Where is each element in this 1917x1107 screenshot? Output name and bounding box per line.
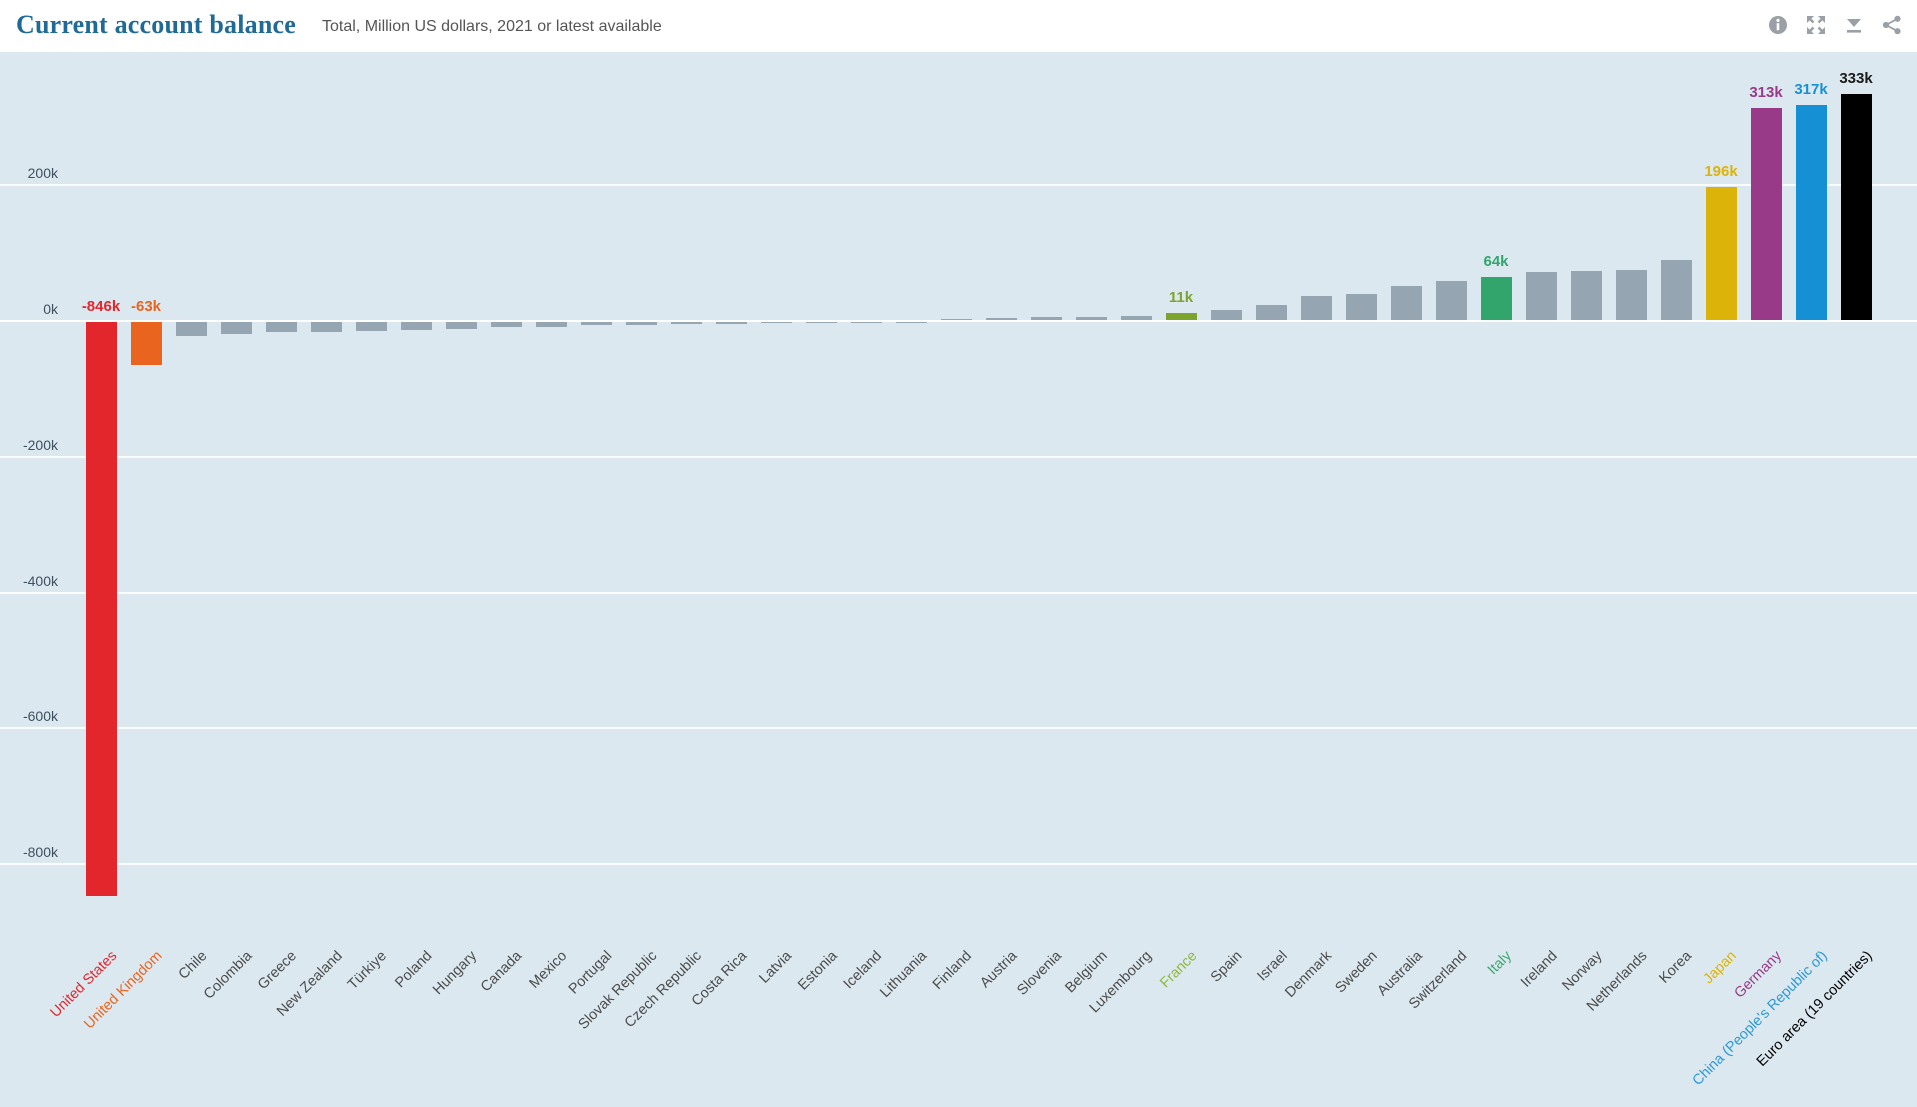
x-axis-label: Iceland [840,948,886,993]
bar-australia[interactable] [1391,286,1422,320]
y-axis-tick-label: 200k [27,165,58,181]
bar-lithuania[interactable] [896,322,927,323]
x-axis-label: Spain [1207,948,1246,986]
bar-value-label: -63k [130,298,162,315]
bar-finland[interactable] [941,319,972,320]
bar-portugal[interactable] [581,322,612,325]
x-axis-label: Slovenia [1014,948,1066,999]
y-axis-tick-label: 0k [43,301,58,317]
bar-israel[interactable] [1256,305,1287,320]
bar-iceland[interactable] [851,322,882,323]
x-axis-label: Japan [1701,948,1741,988]
download-icon[interactable] [1843,14,1865,36]
bar-new-zealand[interactable] [311,322,342,332]
bar-france[interactable] [1166,313,1197,320]
chart-toolbar [1767,14,1903,36]
x-axis-label: Mexico [526,948,571,992]
x-axis-label: Finland [930,948,976,993]
bar-estonia[interactable] [806,322,837,323]
y-axis-tick-label: -600k [22,708,58,724]
gridline [0,184,1917,186]
x-axis-label: Hungary [430,948,481,999]
info-icon[interactable] [1767,14,1789,36]
bar-slovenia[interactable] [1031,317,1062,320]
bar-china-people-s-republic-of[interactable] [1796,105,1827,320]
fullscreen-icon[interactable] [1805,14,1827,36]
bar-canada[interactable] [491,322,522,327]
bar-united-kingdom[interactable] [131,322,162,365]
x-axis-label: Türkiye [345,948,391,993]
bar-denmark[interactable] [1301,296,1332,320]
x-axis-label: Chile [175,948,211,983]
bar-chile[interactable] [176,322,207,336]
bar-value-label: 313k [1749,84,1783,101]
x-axis-label: Austria [977,948,1021,992]
x-axis-label: Korea [1656,948,1696,987]
share-icon[interactable] [1881,14,1903,36]
bar-value-label: 317k [1794,81,1828,98]
bar-mexico[interactable] [536,322,567,327]
bar-value-label: 64k [1483,253,1509,270]
bar-hungary[interactable] [446,322,477,329]
bar-t-rkiye[interactable] [356,322,387,331]
bar-united-states[interactable] [86,322,117,896]
bar-spain[interactable] [1211,310,1242,320]
bar-luxembourg[interactable] [1121,316,1152,320]
bar-switzerland[interactable] [1436,281,1467,320]
bar-slovak-republic[interactable] [626,322,657,325]
bar-netherlands[interactable] [1616,270,1647,320]
bar-greece[interactable] [266,322,297,332]
x-axis-label: Israel [1253,948,1291,985]
bar-japan[interactable] [1706,187,1737,320]
bar-value-label: 196k [1704,163,1738,180]
bar-value-label: 333k [1839,70,1873,87]
gridline [0,456,1917,458]
x-axis-label: Latvia [756,948,796,987]
bar-germany[interactable] [1751,108,1782,320]
y-axis-tick-label: -400k [22,573,58,589]
x-axis-label: Sweden [1331,948,1381,997]
bar-colombia[interactable] [221,322,252,334]
gridline [0,592,1917,594]
x-axis-label: Slovak Republic [575,948,661,1033]
page-title: Current account balance [16,10,296,39]
x-axis-label: Greece [255,948,301,993]
gridline [0,863,1917,865]
bar-chart-plot-area: 200k 0k -200k -400k -600k -800k -846k United St… [0,52,1917,1107]
bar-sweden[interactable] [1346,294,1377,320]
bar-value-label: -846k [81,298,121,315]
y-axis-tick-label: -200k [22,437,58,453]
y-axis-tick-label: -800k [22,844,58,860]
bar-italy[interactable] [1481,277,1512,320]
bar-belgium[interactable] [1076,317,1107,320]
x-axis-label: Canada [478,948,526,996]
x-axis-label: Poland [392,948,436,992]
x-axis-label: Colombia [200,948,256,1003]
x-axis-label: Italy [1485,948,1516,979]
x-axis-label: Estonia [794,948,841,994]
bar-euro-area-19-countries[interactable] [1841,94,1872,320]
bar-czech-republic[interactable] [671,322,702,324]
chart-subtitle: Total, Million US dollars, 2021 or lates… [322,18,662,35]
x-axis-label: France [1157,948,1201,992]
bar-value-label: 11k [1168,289,1194,306]
bar-ireland[interactable] [1526,272,1557,320]
zero-axis-line [0,320,1917,322]
x-axis-label: Lithuania [877,948,931,1001]
x-axis-label: Ireland [1517,948,1561,991]
bar-austria[interactable] [986,318,1017,320]
x-axis-label: Denmark [1282,948,1336,1001]
bar-latvia[interactable] [761,322,792,323]
chart-header: Current account balance Total, Million U… [0,0,1917,52]
gridline [0,727,1917,729]
bar-costa-rica[interactable] [716,322,747,324]
bar-korea[interactable] [1661,260,1692,320]
x-axis-label: United Kingdom [81,948,166,1033]
bar-poland[interactable] [401,322,432,330]
bar-norway[interactable] [1571,271,1602,320]
